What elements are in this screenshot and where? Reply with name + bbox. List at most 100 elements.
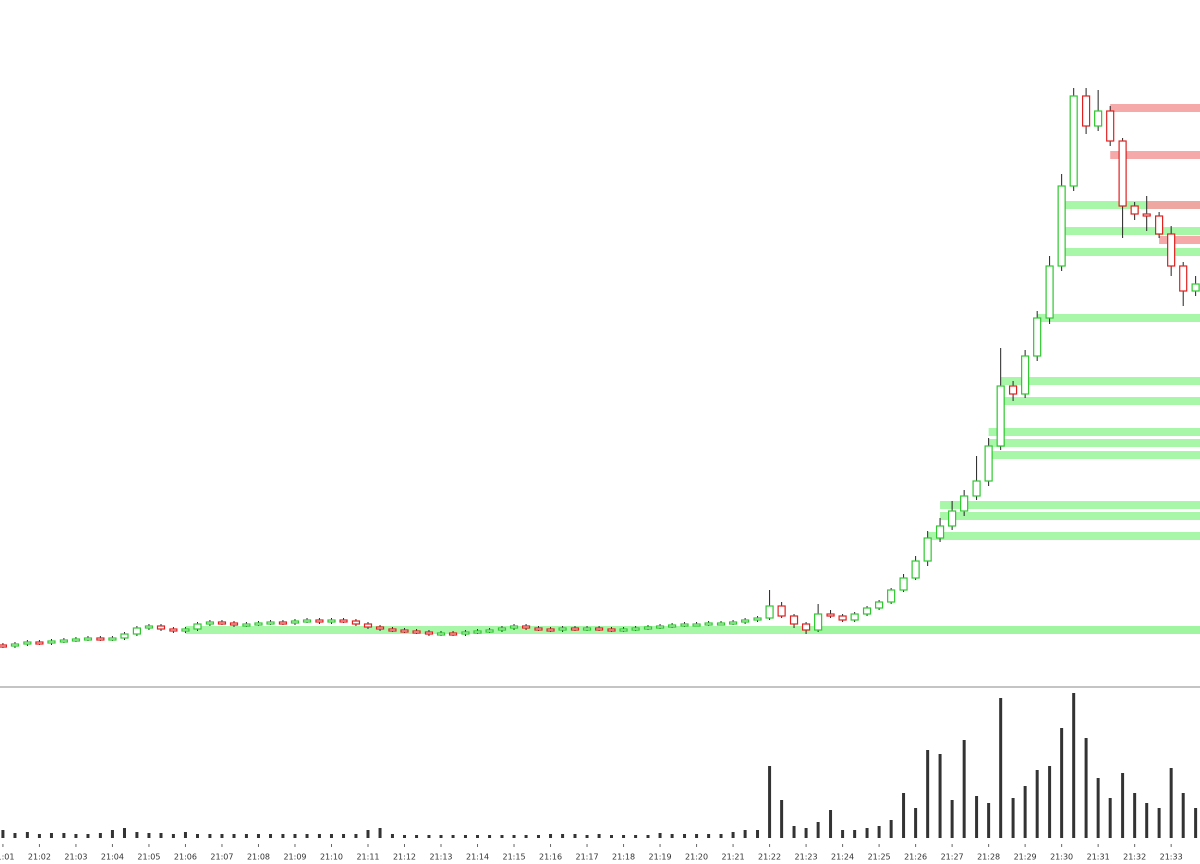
x-tick-label: 21:25 [868,853,891,862]
volume-bar [780,800,784,838]
volume-bar [1,830,5,838]
candle-body [169,628,178,632]
zone [1061,248,1200,256]
candle-body [509,625,519,629]
volume-bar [926,750,930,838]
candle-body [582,627,592,631]
volume-bar [256,834,260,838]
zones [185,104,1200,634]
candle-body [874,601,884,609]
candle-body [789,615,799,625]
volume-bar [877,826,881,838]
x-tick-label: 21:32 [1123,853,1146,862]
candle-body [120,633,129,639]
candle-body [594,627,604,631]
x-tick-label: 21:04 [101,853,124,862]
volume-bar [1023,786,1027,838]
volume-bar [232,834,236,838]
candle-body [436,632,446,636]
x-tick-label: 21:12 [393,853,416,862]
candle-body [1179,265,1188,292]
candle-body [716,622,726,626]
x-tick-label: 21:07 [210,853,233,862]
volume-bar [1048,766,1052,838]
volume-bar [829,810,833,838]
volume-bar [1181,793,1185,838]
candle-body [1033,317,1042,357]
candle-body [290,620,300,624]
candle-body [521,625,531,629]
volume-bar [1169,768,1173,838]
volume-bar [573,834,577,838]
candle-body [144,625,154,629]
volume-bar [122,828,126,838]
volume-bar [342,834,346,838]
x-tick-label: 21:16 [539,853,562,862]
candle-body [315,619,324,623]
x-tick-label: 21:21 [722,853,745,862]
zone [1061,201,1200,209]
volume-bar [110,830,114,838]
volume-bar [804,828,808,838]
volume-bar [634,835,638,838]
zone [185,626,1200,634]
candle-body [1106,110,1115,142]
volume-bar [1121,773,1125,838]
volume-bar [1145,803,1149,838]
zone [818,626,1200,634]
time-axis: 21:01 21:02 21:03 21:04 21:05 21:06 21:07 21:08… [0,844,1183,862]
volume-bar [1035,770,1039,838]
x-tick-label: 21:22 [758,853,781,862]
volume-bar [987,803,991,838]
volume-bar [1060,728,1064,838]
zone [988,428,1200,436]
candle-body [619,628,628,632]
candle-body [132,627,142,635]
volume-bar [889,820,893,838]
candle-body [351,620,361,625]
volume-bar [914,808,918,838]
volume-bar [171,834,175,838]
candle-body [181,628,190,632]
zone [1000,397,1200,405]
candle-body [1081,95,1091,127]
candle-body [47,640,56,644]
candle-body [801,623,811,631]
volume-bar [354,834,358,838]
x-tick-label: 21:01 [0,853,14,862]
candle-body [984,445,993,482]
volume-bar [269,834,273,838]
volume-bar [220,834,224,838]
candle-body [1069,95,1078,187]
candle-body [631,627,640,631]
volume-bar [816,822,820,838]
candle-body [655,625,665,629]
candle-body [692,623,701,627]
candles [0,88,1200,648]
volume-bar [439,835,443,838]
candle-body [1094,110,1103,127]
x-tick-label: 21:29 [1014,853,1037,862]
candle-body [960,495,969,512]
candle-body [728,621,738,625]
candle-body [83,637,93,641]
volume-bar [743,830,747,838]
candle-body [546,628,555,632]
zone [940,501,1200,509]
x-tick-label: 21:18 [612,853,635,862]
candle-body [558,627,567,631]
candle-body [485,629,494,633]
volume-bar [159,833,163,838]
candle-body [996,385,1005,447]
candle-body [643,626,653,630]
x-tick-label: 21:03 [64,853,87,862]
volume-bar [74,834,78,838]
volume-bar [865,828,869,838]
candle-body [777,605,786,617]
candle-body [217,621,227,625]
candle-body [1130,205,1139,215]
x-tick-label: 21:26 [904,853,927,862]
candle-body [108,637,117,641]
zone [1146,201,1200,209]
volume-bar [1072,693,1076,838]
